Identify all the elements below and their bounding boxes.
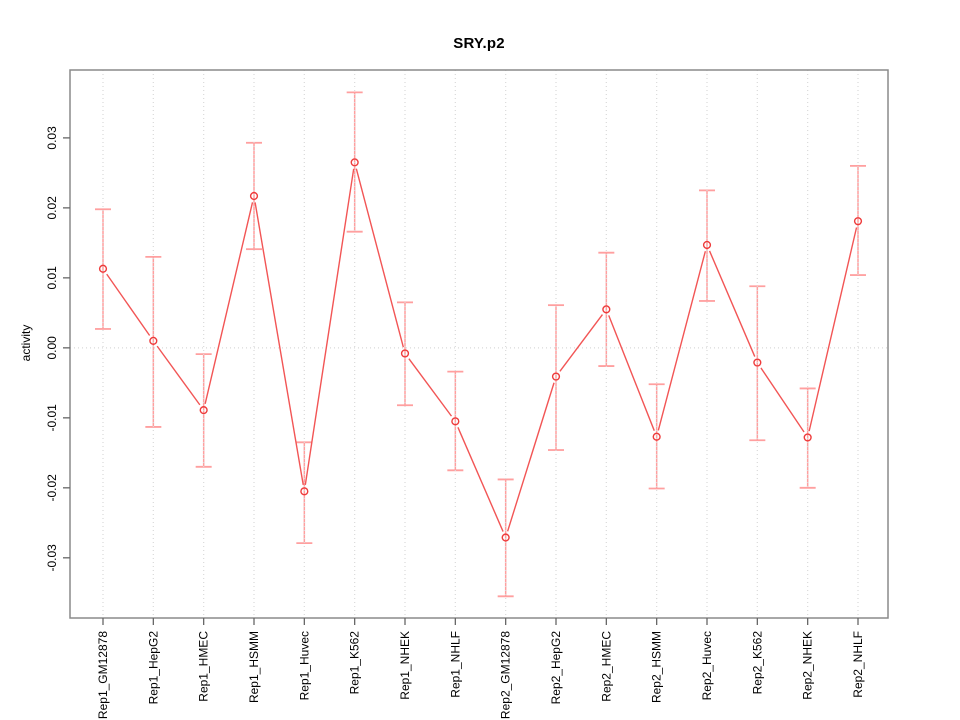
data-point-marker — [551, 372, 561, 381]
data-point-marker — [451, 417, 460, 426]
y-tick-label: 0.00 — [45, 336, 59, 360]
series-line-segment — [254, 202, 304, 486]
x-tick-label: Rep1_GM12878 — [96, 631, 110, 719]
x-tick-label: Rep2_K562 — [750, 631, 764, 695]
y-tick-label: 0.03 — [45, 126, 59, 150]
y-tick-label: -0.01 — [45, 404, 59, 432]
series-line-segment — [708, 250, 756, 357]
data-point-marker — [803, 433, 812, 442]
data-point-marker — [300, 487, 309, 496]
plot-border — [69, 69, 889, 619]
y-tick-label: -0.03 — [45, 544, 59, 572]
x-tick-label: Rep1_NHLF — [448, 631, 462, 698]
data-point-marker — [652, 432, 661, 441]
x-tick-label: Rep2_HSMM — [650, 631, 664, 703]
data-point-marker — [199, 406, 208, 415]
data-point-marker — [249, 191, 259, 201]
series-line-segment — [506, 382, 555, 532]
data-point-marker — [853, 217, 863, 226]
y-tick-label: 0.02 — [45, 196, 59, 220]
y-tick-label: -0.02 — [45, 474, 59, 502]
data-point-marker — [98, 264, 108, 273]
series-line-segment — [760, 367, 805, 433]
data-point-marker — [501, 533, 510, 542]
x-tick-label: Rep2_NHLF — [851, 631, 865, 698]
x-tick-label: Rep1_HepG2 — [146, 631, 160, 705]
series-line-segment — [156, 345, 201, 406]
x-tick-label: Rep1_Huvec — [297, 631, 311, 700]
series-line-segment — [808, 227, 858, 432]
x-tick-label: Rep2_NHEK — [801, 631, 815, 700]
x-tick-label: Rep2_HepG2 — [549, 631, 563, 705]
data-point-marker — [702, 240, 712, 250]
series-line-segment — [457, 427, 504, 532]
x-tick-label: Rep2_HMEC — [599, 631, 613, 702]
x-tick-label: Rep1_NHEK — [398, 631, 412, 700]
series-line-segment — [106, 273, 151, 336]
data-point-marker — [602, 305, 611, 314]
series-line-segment — [408, 358, 453, 417]
y-tick-label: 0.01 — [45, 266, 59, 290]
y-axis-title: activity — [19, 324, 33, 362]
series-line-segment — [304, 168, 355, 486]
series-line-segment — [204, 202, 254, 404]
data-point-marker — [400, 349, 410, 358]
data-point-marker — [350, 158, 359, 167]
chart-title: SRY.p2 — [453, 35, 505, 52]
series-line-segment — [608, 315, 655, 431]
x-tick-label: Rep1_K562 — [348, 631, 362, 695]
x-tick-label: Rep2_GM12878 — [499, 631, 513, 719]
series-line-segment — [355, 168, 405, 348]
series-line-segment — [559, 314, 603, 372]
x-tick-label: Rep2_Huvec — [700, 631, 714, 700]
data-point-marker — [753, 358, 762, 367]
data-point-marker — [149, 336, 158, 345]
series-line-segment — [657, 251, 707, 431]
x-tick-label: Rep1_HMEC — [197, 631, 211, 702]
x-tick-label: Rep1_HSMM — [247, 631, 261, 703]
